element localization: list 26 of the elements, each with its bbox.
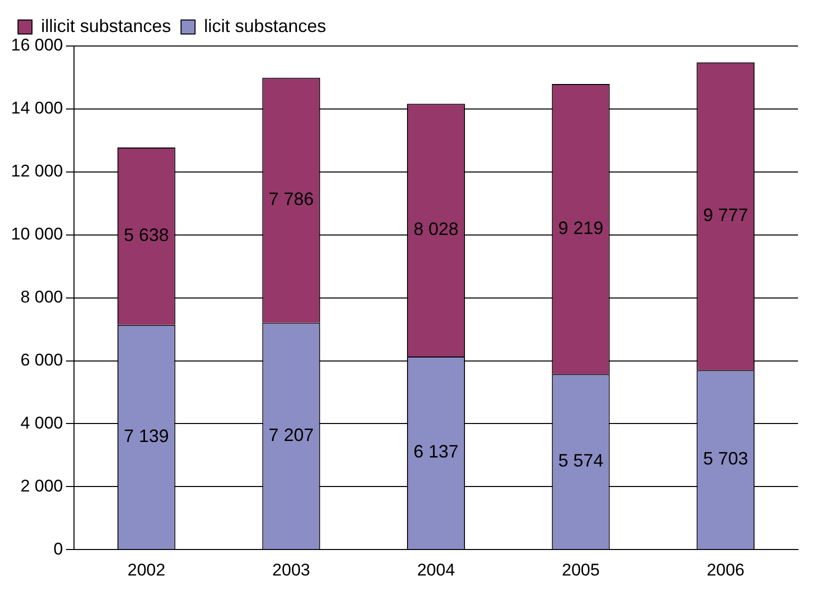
y-tick-label: 8 000: [20, 287, 63, 306]
y-tick-label: 4 000: [20, 413, 63, 432]
data-label: 9 219: [558, 218, 604, 238]
y-tick-label: 12 000: [10, 162, 63, 181]
data-label: 5 638: [124, 225, 169, 246]
y-tick-label: 14 000: [10, 98, 63, 118]
legend-label: licit substances: [204, 16, 326, 36]
y-tick-label: 6 000: [20, 350, 63, 370]
data-label: 9 777: [703, 205, 748, 226]
y-tick-label: 10 000: [10, 224, 63, 244]
y-tick-label: 2 000: [20, 476, 63, 496]
x-tick-label: 2004: [417, 560, 455, 580]
y-tick-label: 0: [54, 539, 63, 558]
data-label: 8 028: [413, 219, 459, 240]
data-label: 5 703: [703, 448, 748, 469]
data-label: 6 137: [413, 442, 459, 462]
legend-label: illicit substances: [41, 16, 172, 36]
x-tick-label: 2005: [562, 560, 600, 580]
data-label: 7 786: [268, 189, 314, 210]
y-tick-label: 16 000: [10, 36, 63, 55]
x-tick-label: 2003: [272, 560, 310, 580]
data-label: 5 574: [558, 450, 604, 471]
data-label: 7 207: [268, 424, 314, 445]
x-tick-label: 2006: [706, 560, 745, 580]
data-label: 7 139: [124, 426, 169, 446]
x-tick-label: 2002: [127, 560, 166, 580]
